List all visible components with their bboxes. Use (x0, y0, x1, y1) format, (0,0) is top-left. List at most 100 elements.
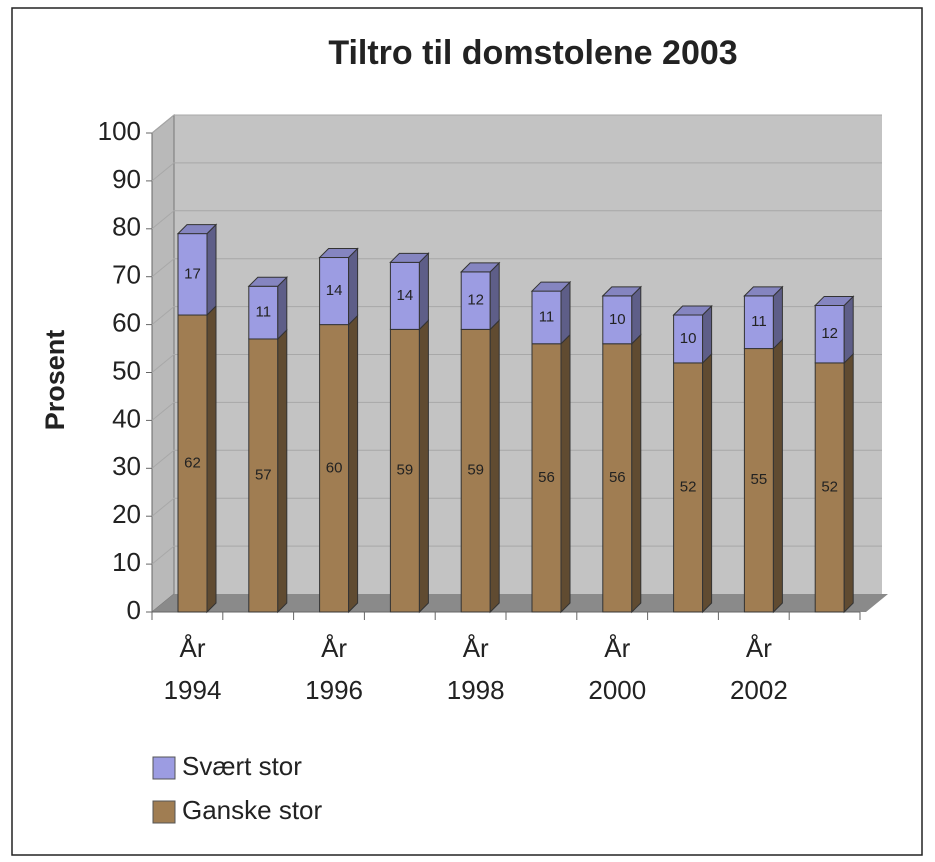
bar-side (418, 319, 429, 614)
value-label: 10 (609, 311, 626, 328)
value-label: 60 (326, 459, 343, 476)
bar-side (772, 285, 783, 350)
value-label: 12 (467, 292, 484, 309)
bar-front (743, 348, 774, 613)
bar-top (601, 286, 643, 297)
bar (743, 338, 783, 614)
bar-front (460, 271, 491, 330)
bar-front (602, 295, 633, 345)
bar-side (843, 295, 854, 365)
bar-side (560, 333, 571, 614)
bar-side (631, 333, 642, 614)
value-label: 59 (397, 462, 414, 479)
bar-side (702, 352, 713, 614)
bar (460, 319, 500, 614)
y-tick-label: 10 (112, 547, 141, 577)
bar (601, 285, 643, 345)
bar-side (631, 285, 642, 345)
value-label: 17 (184, 265, 201, 282)
bar-side (206, 304, 217, 614)
y-tick-label: 90 (112, 164, 141, 194)
legend-label: Svært stor (182, 751, 302, 781)
y-axis-label: Prosent (40, 330, 70, 431)
bar-top (743, 286, 784, 297)
bar-top (459, 262, 501, 273)
bar-front (743, 295, 774, 350)
grid-line (151, 306, 882, 325)
bar (743, 285, 784, 350)
grid-line (151, 449, 882, 469)
bar (248, 328, 288, 614)
bar (389, 252, 430, 331)
bar-front (248, 285, 279, 340)
y-tick-label: 80 (112, 212, 141, 242)
bar-side (277, 328, 288, 614)
bar-side (206, 223, 217, 317)
bar-top (318, 248, 359, 259)
bar-top (672, 305, 713, 316)
bar (319, 314, 359, 614)
y-tick-label: 0 (127, 595, 141, 625)
y-tick-label: 20 (112, 499, 141, 529)
bar (672, 304, 713, 365)
x-tick-label: År 1996 (305, 633, 363, 705)
y-tick-label: 60 (112, 307, 141, 337)
bar (531, 333, 571, 614)
value-label: 14 (326, 282, 343, 299)
bar-front (248, 338, 279, 613)
bar (176, 223, 218, 317)
bar (389, 319, 429, 614)
bar-side (418, 252, 429, 331)
grid-line (151, 497, 882, 517)
bar-side (348, 247, 359, 326)
bar-front (177, 314, 208, 613)
y-tick-label: 40 (112, 403, 141, 433)
value-label: 52 (821, 478, 838, 495)
bar (673, 352, 713, 614)
bar-top (389, 252, 430, 263)
bar-front (389, 328, 420, 613)
bar-top (813, 295, 855, 306)
grid-line (151, 114, 882, 134)
bar-side (277, 276, 288, 341)
bar (177, 304, 217, 614)
bar-side (489, 319, 500, 614)
bar-top (176, 224, 218, 235)
bar-front (177, 233, 208, 316)
bar-side (489, 261, 500, 331)
bar-front (389, 261, 420, 330)
y-tick-label: 70 (112, 260, 141, 290)
bar-side (702, 304, 713, 365)
bar-top (530, 281, 572, 292)
grid-line (151, 162, 882, 182)
value-label: 12 (821, 325, 838, 342)
value-label: 10 (680, 330, 697, 347)
value-label: 56 (538, 469, 555, 486)
bar-side (560, 280, 571, 345)
y-tick-label: 50 (112, 355, 141, 385)
bar-side (348, 314, 359, 614)
value-label: 56 (609, 469, 626, 486)
x-tick-label: År 2000 (588, 633, 646, 705)
value-label: 52 (680, 478, 697, 495)
bar-front (602, 343, 633, 613)
legend-swatch (152, 756, 176, 780)
bar (813, 295, 855, 365)
y-tick-label: 100 (98, 116, 141, 146)
x-tick-label: År 1994 (164, 633, 222, 705)
value-label: 62 (184, 454, 201, 471)
bar (530, 280, 572, 345)
bar-side (772, 338, 783, 614)
value-label: 11 (751, 313, 767, 330)
bar (459, 261, 501, 331)
bar (602, 333, 642, 614)
value-label: 11 (539, 308, 555, 325)
bar (318, 247, 359, 326)
value-label: 57 (255, 466, 272, 483)
bar-front (814, 304, 845, 364)
bar-side (843, 352, 854, 614)
legend-label: Ganske stor (182, 795, 323, 825)
grid-line (151, 401, 882, 421)
value-label: 55 (751, 471, 768, 488)
